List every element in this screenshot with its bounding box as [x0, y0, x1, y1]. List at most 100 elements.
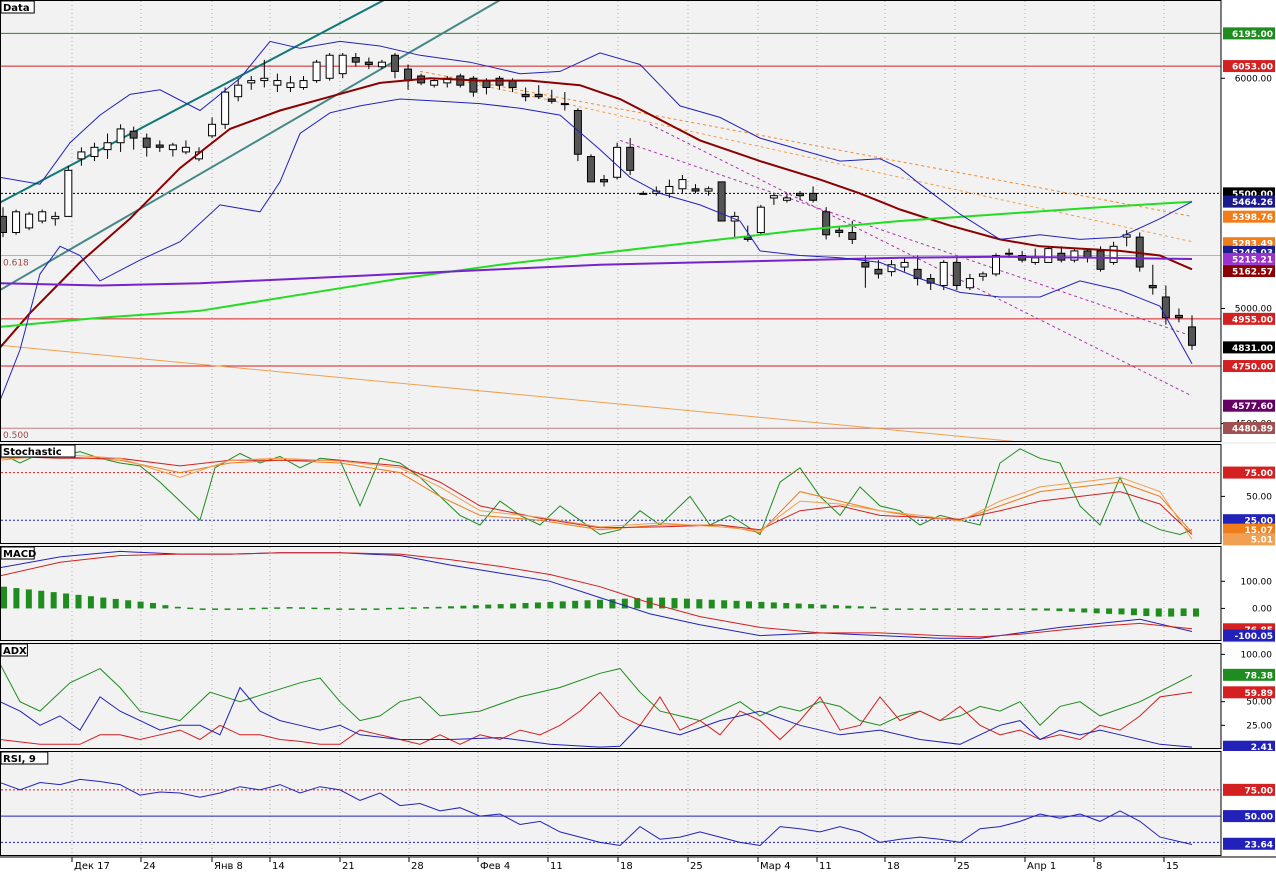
data-line-2 — [1, 255, 1193, 287]
data-trendline-4 — [449, 77, 1193, 243]
candle-body-18 — [234, 84, 243, 98]
data-trendline-1 — [1, 1, 501, 291]
macd-hist-bar-25 — [311, 607, 318, 610]
macd-hist-bar-23 — [286, 607, 293, 609]
candle-body-70 — [913, 268, 922, 280]
candle-body-64 — [835, 229, 844, 234]
data-badge-11 — [1223, 360, 1275, 373]
candle-body-59 — [769, 195, 778, 199]
macd-hist-bar-48 — [597, 599, 603, 609]
data-ytick-label-0: 6000.00 — [1235, 74, 1272, 84]
candle-body-11 — [142, 137, 151, 148]
macd-hist-bar-42 — [522, 603, 529, 609]
macd-title-box — [0, 546, 35, 560]
macd-hist-bar-80 — [994, 608, 1001, 610]
macd-hist-bar-27 — [336, 608, 343, 610]
data-line-0 — [1, 77, 1193, 348]
candle-body-45 — [586, 156, 595, 183]
stochastic-badge-label-1: 25.00 — [1245, 517, 1273, 527]
data-trendline-5 — [619, 139, 1193, 337]
macd-hist-bar-0 — [1, 586, 7, 609]
candle-body-43 — [560, 103, 569, 106]
data-badge-1 — [1223, 60, 1275, 73]
adx-badge-label-2: 2.41 — [1251, 743, 1273, 753]
data-trendline-6 — [649, 123, 1193, 397]
data-badge-13 — [1223, 421, 1275, 434]
x-tick-label-6: Фев 4 — [480, 861, 510, 872]
data-line-1 — [1, 200, 1193, 328]
candle-body-23 — [299, 80, 308, 88]
candle-body-75 — [978, 273, 987, 277]
macd-hist-bar-55 — [683, 598, 690, 609]
x-tick-label-16: 15 — [1166, 861, 1179, 872]
x-tick-label-8: 18 — [620, 861, 633, 872]
adx-badge-0 — [1223, 668, 1275, 681]
candle-body-49 — [639, 192, 648, 195]
candle-body-12 — [155, 144, 164, 148]
x-tick-label-7: 11 — [550, 861, 563, 872]
data-badge-9 — [1223, 312, 1275, 325]
candle-body-8 — [103, 142, 112, 151]
candle-body-29 — [377, 61, 386, 68]
data-badge-label-2: 5500.00 — [1232, 190, 1273, 200]
adx-badge-label-1: 59.89 — [1245, 689, 1273, 699]
macd-hist-bar-59 — [733, 600, 740, 609]
candle-body-89 — [1161, 296, 1170, 319]
candle-body-0 — [1, 215, 7, 234]
candle-body-28 — [364, 61, 373, 65]
macd-hist-bar-61 — [758, 601, 765, 609]
stochastic-badge-3 — [1223, 533, 1275, 546]
candle-body-14 — [181, 146, 190, 153]
macd-hist-bar-90 — [1118, 608, 1125, 615]
candle-body-90 — [1174, 314, 1183, 319]
data-ytick-label-1: 5000.00 — [1235, 304, 1272, 314]
data-badge-8 — [1223, 265, 1275, 278]
macd-hist-bar-40 — [497, 604, 504, 609]
macd-hist-bar-68 — [845, 605, 852, 609]
rsi-9-title: RSI, 9 — [3, 754, 36, 765]
candle-body-44 — [573, 110, 582, 155]
macd-hist-bar-81 — [1006, 608, 1013, 610]
rsi-9-badge-2 — [1223, 837, 1275, 850]
data-badge-12 — [1223, 399, 1275, 412]
x-tick-label-5: 28 — [411, 861, 424, 872]
candle-body-80 — [1044, 248, 1053, 263]
data-badge-label-13: 4480.89 — [1232, 424, 1273, 434]
macd-hist-bar-60 — [746, 601, 752, 609]
candle-body-4 — [51, 215, 60, 220]
candle-body-51 — [665, 185, 674, 194]
macd-hist-bar-26 — [323, 607, 330, 610]
macd-hist-bar-69 — [857, 606, 864, 609]
macd-hist-bar-74 — [919, 608, 926, 610]
adx-title-box — [0, 643, 28, 657]
macd-hist-bar-11 — [137, 601, 144, 609]
rsi-9-badge-0 — [1223, 783, 1275, 796]
data-badge-10 — [1223, 341, 1275, 354]
macd-hist-bar-29 — [361, 608, 368, 610]
x-tick-label-15: 8 — [1096, 861, 1102, 872]
macd-pane — [0, 546, 1222, 641]
rsi-9-badge-label-0: 75.00 — [1245, 786, 1273, 796]
stochastic-line-3 — [1, 453, 1193, 540]
candle-body-91 — [1188, 326, 1196, 346]
macd-hist-bar-2 — [25, 589, 32, 609]
candle-body-69 — [900, 261, 909, 268]
candle-body-47 — [613, 146, 622, 178]
candle-body-55 — [717, 181, 726, 222]
stochastic-badge-2 — [1223, 523, 1275, 536]
candle-body-13 — [168, 144, 177, 151]
macd-hist-bar-13 — [162, 605, 169, 609]
data-trendline-2 — [1, 344, 1015, 441]
candle-body-16 — [208, 123, 217, 137]
macd-hist-bar-12 — [150, 603, 156, 609]
adx-pane — [0, 643, 1222, 749]
data-badge-label-8: 5162.57 — [1232, 268, 1273, 278]
macd-hist-bar-82 — [1019, 608, 1026, 611]
adx-title: ADX — [3, 646, 27, 657]
macd-hist-bar-63 — [783, 603, 790, 609]
data-badge-4 — [1223, 210, 1275, 223]
macd-hist-bar-31 — [385, 607, 392, 610]
candle-body-66 — [861, 261, 870, 268]
macd-title: MACD — [3, 549, 36, 560]
macd-hist-bar-54 — [671, 598, 678, 609]
